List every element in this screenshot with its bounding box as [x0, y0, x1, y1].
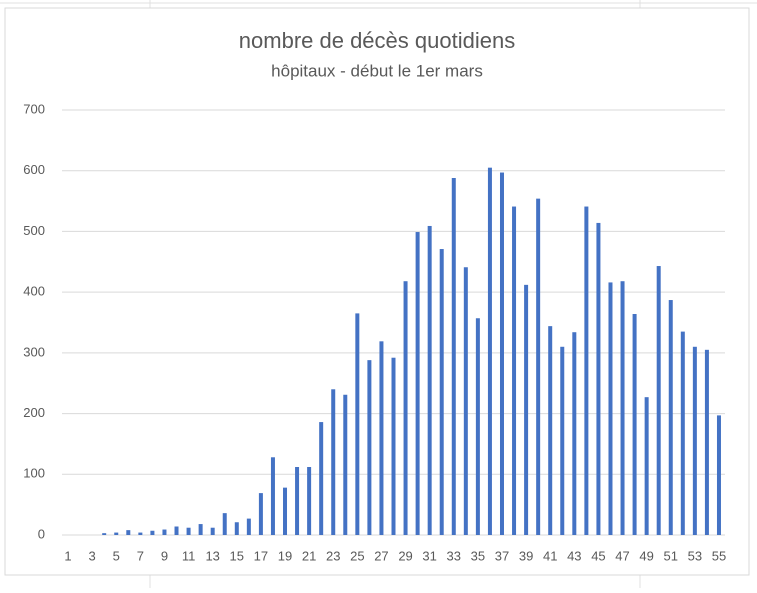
bar — [536, 198, 541, 535]
bar — [644, 397, 649, 535]
bar — [716, 415, 721, 535]
bar — [608, 282, 613, 535]
x-tick-label: 25 — [350, 548, 364, 563]
bar — [463, 267, 468, 535]
bar — [319, 422, 324, 535]
y-tick-label: 200 — [23, 405, 45, 420]
bar — [126, 530, 131, 535]
x-tick-label: 21 — [302, 548, 316, 563]
y-tick-label: 500 — [23, 223, 45, 238]
x-tick-label: 27 — [374, 548, 388, 563]
bar — [150, 530, 155, 535]
bar — [186, 527, 191, 535]
x-tick-label: 1 — [64, 548, 71, 563]
bar — [222, 513, 227, 535]
x-tick-label: 29 — [398, 548, 412, 563]
bar — [270, 457, 275, 535]
bar — [692, 346, 697, 535]
bar — [114, 532, 119, 535]
bar — [307, 467, 312, 535]
bar — [620, 281, 625, 535]
bar — [283, 487, 288, 535]
bar — [512, 206, 517, 536]
chart-subtitle: hôpitaux - début le 1er mars — [271, 61, 483, 80]
bar — [246, 518, 251, 535]
x-tick-label: 23 — [326, 548, 340, 563]
bar — [584, 206, 589, 536]
x-tick-label: 35 — [471, 548, 485, 563]
bar — [379, 341, 384, 535]
bar — [258, 493, 263, 535]
bar — [572, 332, 577, 535]
x-tick-label: 51 — [664, 548, 678, 563]
bar — [427, 225, 432, 535]
bar — [343, 394, 348, 535]
x-tick-label: 19 — [278, 548, 292, 563]
bar — [198, 524, 203, 535]
bar — [174, 526, 179, 535]
bar — [367, 360, 372, 535]
bar — [632, 314, 637, 535]
bar — [656, 266, 661, 535]
y-tick-label: 600 — [23, 162, 45, 177]
bar — [560, 346, 565, 535]
x-tick-label: 13 — [205, 548, 219, 563]
bar — [295, 467, 300, 535]
y-tick-label: 300 — [23, 344, 45, 359]
x-tick-label: 43 — [567, 548, 581, 563]
x-tick-label: 37 — [495, 548, 509, 563]
y-tick-label: 100 — [23, 466, 45, 481]
bar — [475, 318, 480, 535]
y-tick-label: 0 — [38, 526, 45, 541]
x-tick-label: 3 — [89, 548, 96, 563]
x-tick-label: 15 — [230, 548, 244, 563]
bar — [403, 281, 408, 535]
x-tick-label: 7 — [137, 548, 144, 563]
bar — [234, 522, 239, 535]
bar — [451, 178, 456, 535]
bar — [487, 167, 492, 535]
bar — [102, 533, 107, 535]
x-tick-label: 39 — [519, 548, 533, 563]
x-tick-label: 31 — [422, 548, 436, 563]
bar — [499, 172, 504, 536]
y-tick-label: 700 — [23, 101, 45, 116]
chart-area — [4, 7, 750, 576]
x-tick-label: 55 — [712, 548, 726, 563]
chart-title: nombre de décès quotidiens — [239, 28, 515, 53]
x-tick-label: 49 — [639, 548, 653, 563]
bar — [704, 349, 709, 535]
bar — [548, 326, 553, 535]
x-tick-label: 17 — [254, 548, 268, 563]
bar — [331, 389, 336, 535]
x-tick-label: 9 — [161, 548, 168, 563]
bar — [596, 222, 601, 535]
bar — [391, 357, 396, 535]
bar — [439, 249, 444, 536]
bar — [162, 529, 167, 535]
x-tick-label: 47 — [615, 548, 629, 563]
x-tick-label: 5 — [113, 548, 120, 563]
bar — [210, 527, 215, 535]
bar — [355, 313, 360, 535]
bar — [668, 300, 673, 535]
x-tick-label: 53 — [688, 548, 702, 563]
bar — [138, 532, 143, 535]
x-tick-label: 41 — [543, 548, 557, 563]
x-tick-label: 33 — [447, 548, 461, 563]
x-tick-label: 11 — [182, 548, 196, 563]
y-tick-label: 400 — [23, 284, 45, 299]
x-tick-label: 45 — [591, 548, 605, 563]
bar — [680, 331, 685, 535]
bar — [524, 284, 529, 535]
bar — [415, 232, 420, 536]
